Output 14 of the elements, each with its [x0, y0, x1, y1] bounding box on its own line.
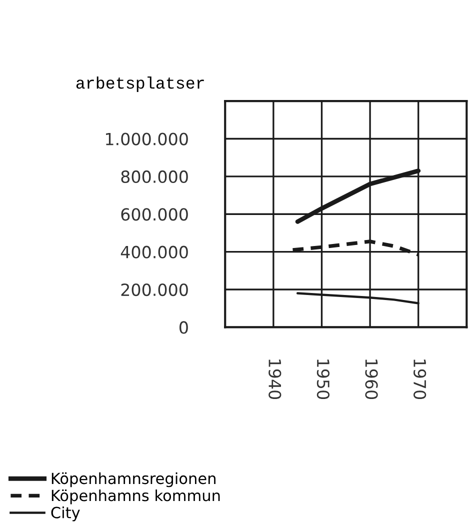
x-tick-label: 1960: [365, 360, 378, 400]
y-tick-label: 600.000: [121, 208, 188, 221]
legend-label: City: [51, 506, 80, 522]
x-tick-label: 1970: [414, 360, 426, 400]
y-tick-label: 800.000: [121, 170, 188, 184]
y-axis-title: arbetsplatser: [76, 76, 204, 92]
y-tick-label: 400.000: [120, 246, 188, 258]
y-tick-label: 1.000.000: [106, 132, 188, 146]
x-tick-label: 1950: [316, 360, 330, 400]
y-tick-label: 200.000: [121, 283, 188, 296]
y-tick-label: 0: [180, 321, 188, 334]
legend-label: Köpenhamnsregionen: [52, 472, 216, 488]
legend-label: Köpenhamns kommun: [52, 489, 220, 504]
x-tick-label: 1940: [268, 360, 282, 400]
